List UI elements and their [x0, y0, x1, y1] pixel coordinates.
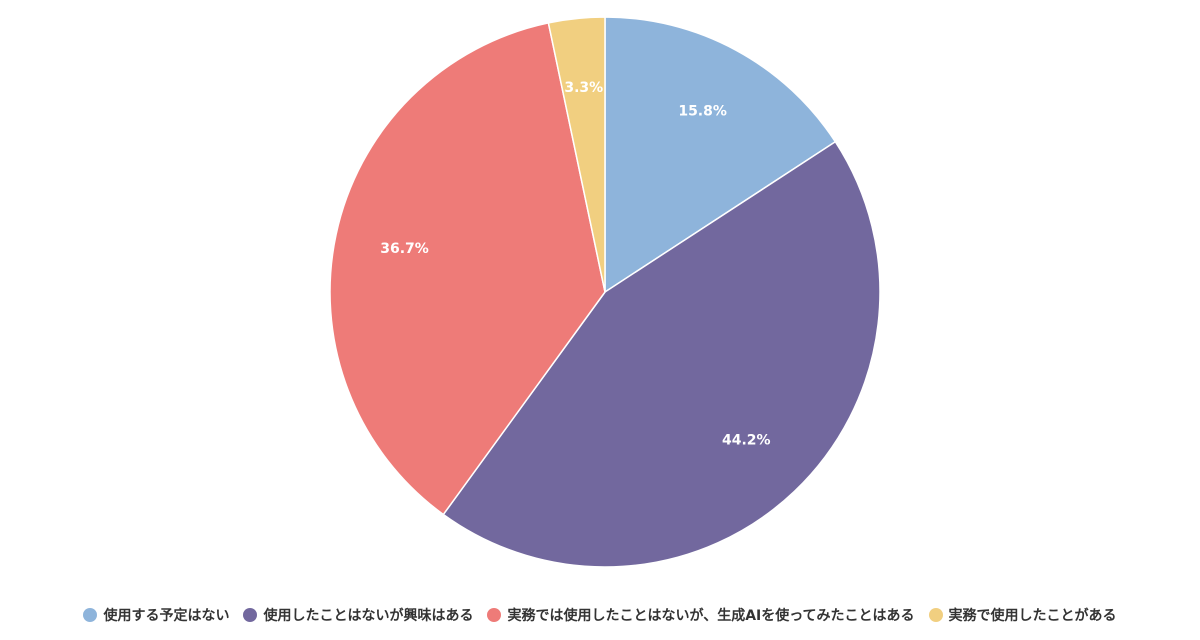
legend-item-3[interactable]: 実務で使用したことがある — [928, 605, 1117, 625]
legend: 使用する予定はない 使用したことはないが興味はある 実務では使用したことはないが、生… — [0, 601, 1200, 629]
pie-slice-1[interactable] — [442, 140, 881, 568]
pie-slice-2[interactable] — [329, 22, 606, 516]
legend-label-2: 実務では使用したことはないが、生成AIを使ってみたことはある — [507, 608, 915, 624]
legend-swatch-0 — [83, 608, 98, 622]
pie-slice-0[interactable] — [604, 16, 837, 293]
legend-item-0[interactable]: 使用する予定はない — [83, 605, 229, 625]
legend-label-3: 実務で使用したことがある — [948, 608, 1117, 624]
legend-item-2[interactable]: 実務では使用したことはないが、生成AIを使ってみたことはある — [487, 605, 915, 625]
legend-swatch-2 — [487, 608, 502, 622]
legend-swatch-1 — [243, 608, 258, 622]
pie-chart: 15.8% 44.2% 36.7% 3.3% — [329, 16, 881, 568]
legend-label-0: 使用する予定はない — [103, 608, 230, 624]
slice-label-3: 3.3% — [564, 80, 603, 96]
slice-label-1: 44.2% — [722, 433, 771, 449]
slice-label-2: 36.7% — [380, 241, 429, 257]
legend-item-1[interactable]: 使用したことはないが興味はある — [243, 605, 473, 625]
legend-label-1: 使用したことはないが興味はある — [263, 608, 474, 624]
slice-label-0: 15.8% — [678, 104, 727, 120]
legend-swatch-3 — [928, 608, 943, 622]
pie-slice-3[interactable] — [547, 16, 606, 293]
